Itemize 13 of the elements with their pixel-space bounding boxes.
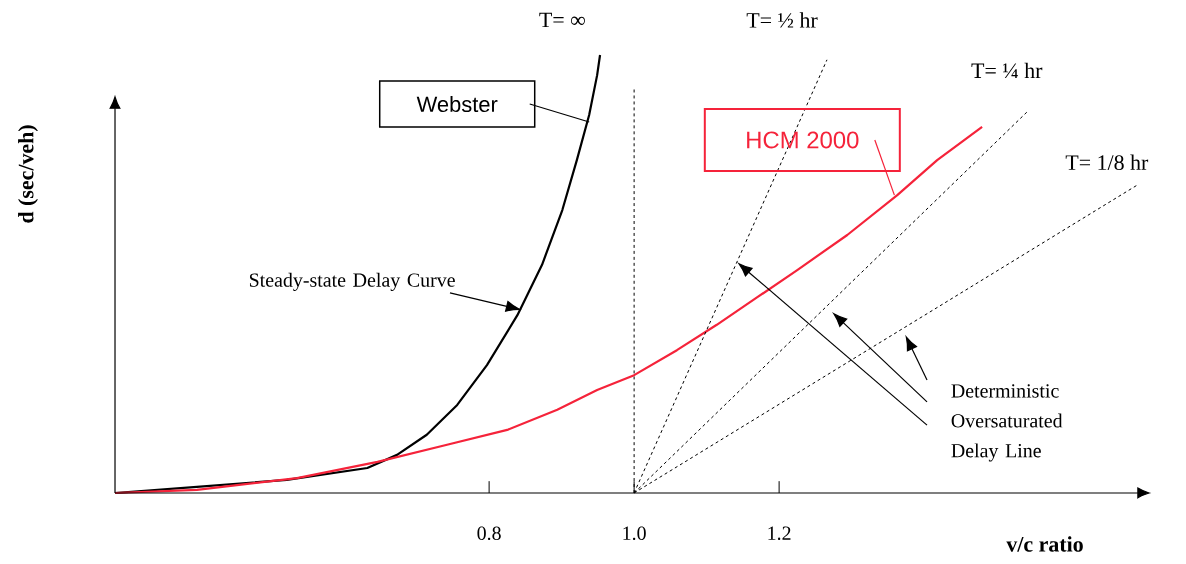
series-label: T= ½ hr [746,12,818,28]
x-tick-label: 0.8 [477,526,501,541]
legend-label: Webster [416,95,498,113]
text: HCM 2000 [747,131,859,149]
series-label: T= ¼ hr [971,62,1043,78]
annotation: Steady-state Delay Curve [249,272,455,291]
x-axis-title: v/c ratio [1006,536,1083,552]
x-tick-label: 1.2 [768,526,791,540]
y-axis-title: d (sec/veh) [18,125,38,223]
x-tick-label: 1.0 [623,526,646,541]
annotation: Deterministic Oversaturated Delay Line [951,384,1063,462]
text: T= ∞ [539,12,585,28]
series-label: T= 1/8 hr [1065,154,1149,171]
